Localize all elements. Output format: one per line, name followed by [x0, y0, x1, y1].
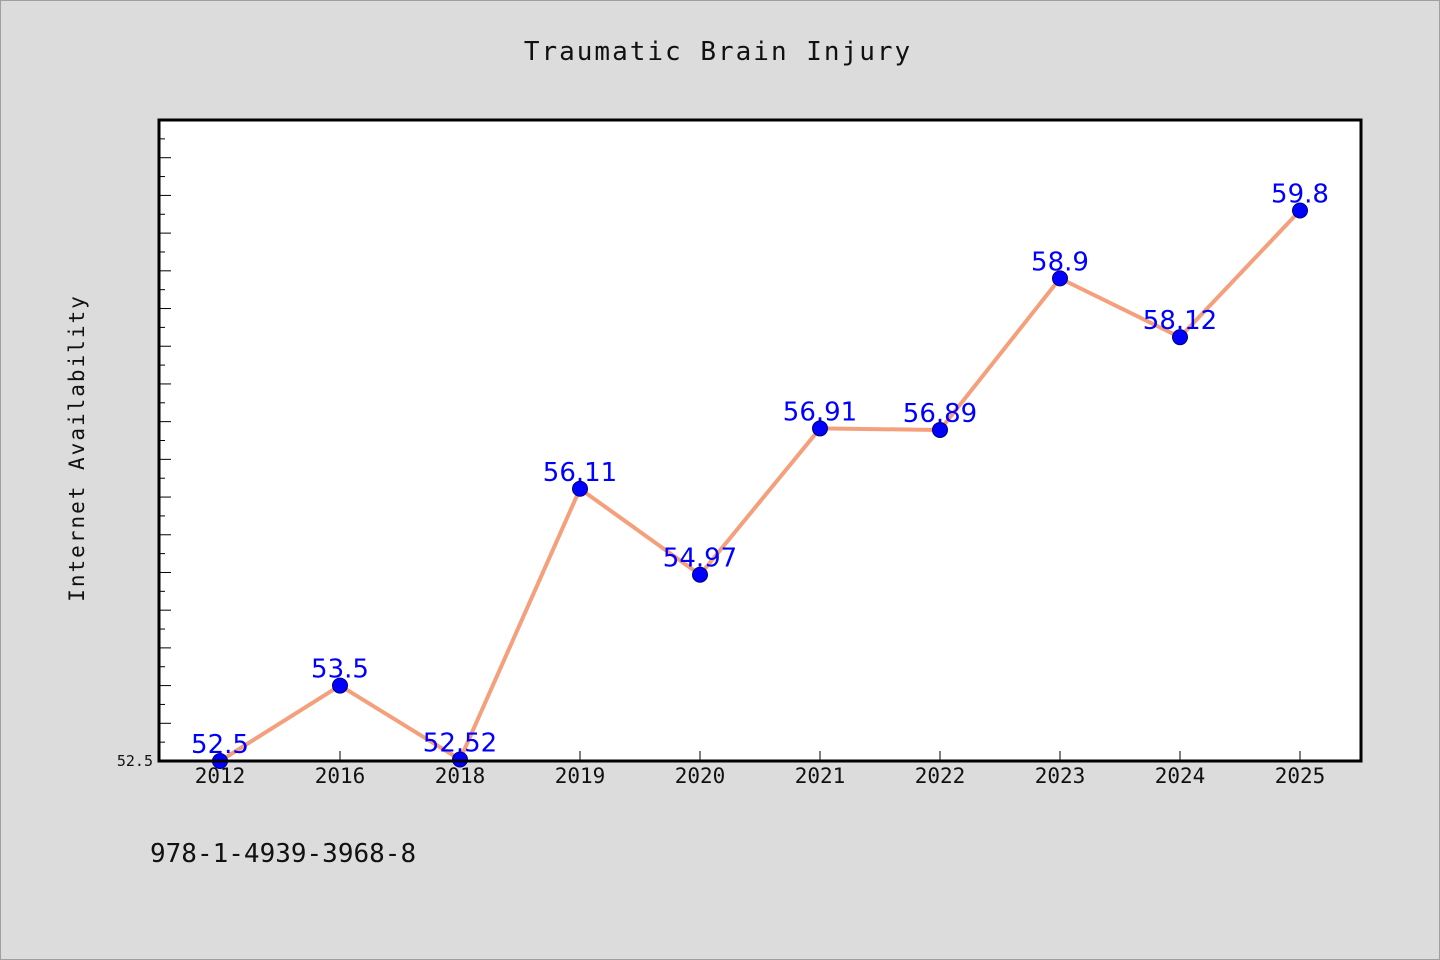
x-tick-label: 2018 — [435, 764, 486, 788]
data-point — [812, 420, 828, 437]
isbn-text: 978-1-4939-3968-8 — [150, 839, 416, 869]
data-label: 52.5 — [191, 730, 249, 760]
x-tick-label: 2022 — [915, 764, 966, 788]
data-label: 53.5 — [311, 655, 369, 685]
data-point — [1172, 329, 1188, 346]
x-tick-label: 2024 — [1155, 764, 1206, 788]
data-point — [692, 566, 708, 583]
y-axis-label: Internet Availability — [65, 294, 89, 602]
data-point — [572, 480, 588, 497]
x-tick-label: 2025 — [1275, 764, 1326, 788]
data-label: 56.11 — [543, 458, 617, 488]
series-line — [218, 209, 1302, 763]
data-point — [452, 751, 468, 768]
data-label: 58.12 — [1143, 306, 1217, 336]
x-tick-label: 2023 — [1035, 764, 1086, 788]
data-point — [1052, 270, 1068, 287]
data-point — [932, 421, 948, 438]
data-label: 56.91 — [783, 397, 857, 427]
data-label: 58.9 — [1031, 247, 1089, 277]
data-label: 54.97 — [663, 544, 737, 574]
x-tick-label: 2021 — [795, 764, 846, 788]
chart-title: Traumatic Brain Injury — [524, 37, 912, 67]
data-point — [1292, 202, 1308, 219]
plot-border — [157, 118, 1363, 763]
x-axis-ticks: 2012 2016 2018 2019 2020 2021 2022 2023 2024 2025 — [195, 751, 1326, 788]
x-tick-label: 2020 — [675, 764, 726, 788]
y-axis-tick-labels: 52.5 — [117, 752, 153, 770]
data-labels: 52.5 53.5 52.52 56.11 54.97 56.91 56.89 58.9 58.… — [191, 179, 1329, 760]
x-tick-label: 2019 — [555, 764, 606, 788]
y-tick-label: 52.5 — [117, 752, 153, 770]
data-point — [332, 677, 348, 694]
x-tick-label: 2016 — [315, 764, 366, 788]
data-label: 52.52 — [423, 728, 497, 758]
data-label: 56.89 — [903, 399, 977, 429]
series-markers — [212, 202, 1308, 769]
data-label: 59.8 — [1271, 179, 1329, 209]
plot-area — [159, 120, 1361, 761]
